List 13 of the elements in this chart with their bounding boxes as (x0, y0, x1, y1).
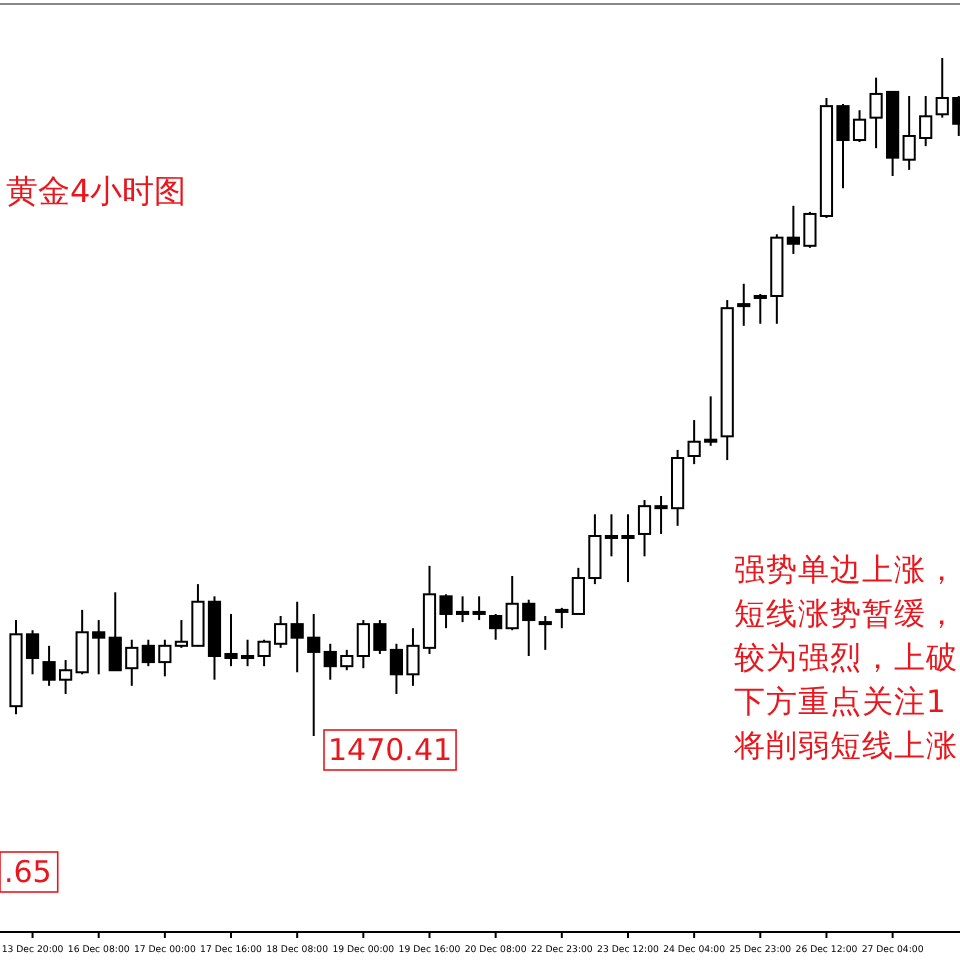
candlestick (489, 612, 503, 641)
annotation: 下方重点关注1 (734, 684, 946, 720)
candlestick (472, 595, 486, 622)
text: 黄金4小时图 (6, 172, 187, 210)
candlestick (737, 282, 751, 327)
text: .65 (4, 854, 52, 890)
annotation: 较为强烈，上破 (734, 640, 958, 676)
candlestick (555, 606, 569, 630)
annotation: 短线涨势暂缓， (734, 596, 958, 632)
candlestick (538, 614, 552, 651)
annotation: 1470.41 (328, 732, 453, 768)
annotation: 将削弱短线上涨 (732, 728, 958, 764)
annotation: 强势单边上涨， (734, 552, 958, 588)
